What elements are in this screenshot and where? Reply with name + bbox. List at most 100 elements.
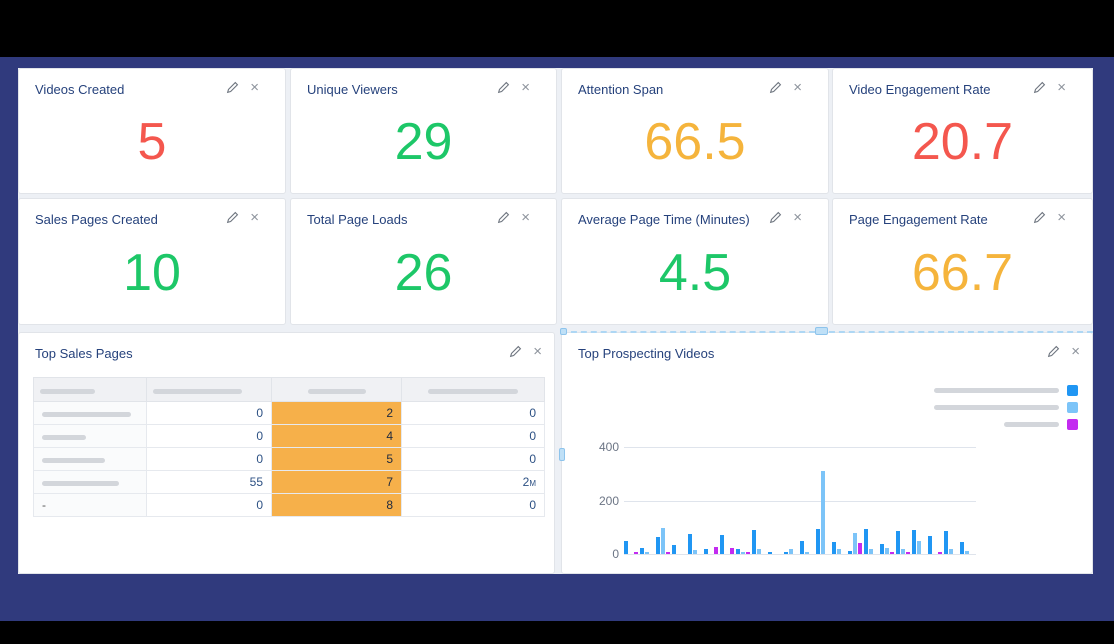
edit-icon[interactable] xyxy=(1033,211,1046,224)
value-cell: 8 xyxy=(271,493,402,517)
widget-title: Videos Created xyxy=(35,82,125,97)
bar-series-3 xyxy=(730,548,734,554)
table-header-row xyxy=(33,377,545,402)
edit-icon[interactable] xyxy=(497,211,510,224)
metric-value: 4.5 xyxy=(658,243,732,302)
close-icon[interactable]: × xyxy=(521,79,530,96)
widget-page-engagement-rate[interactable]: Page Engagement Rate × 66.7 xyxy=(832,198,1093,325)
widget-title: Top Prospecting Videos xyxy=(578,346,715,361)
redacted-text-bar xyxy=(428,388,518,394)
value-cell: 0 xyxy=(146,447,272,471)
resize-handle-middle-left[interactable] xyxy=(559,448,565,461)
bar-series-1 xyxy=(912,529,916,554)
bar-series-1 xyxy=(640,548,644,554)
table-row[interactable]: 55 7 2m xyxy=(33,470,545,494)
edit-icon[interactable] xyxy=(1033,81,1046,94)
gridline xyxy=(624,447,976,448)
legend-item[interactable] xyxy=(934,402,1078,413)
value-cell: 4 xyxy=(271,424,402,448)
metric-value: 29 xyxy=(394,113,453,171)
top-sales-pages-table: 0 2 0 0 4 0 0 5 0 55 7 2m -0 8 0 xyxy=(33,377,545,517)
bar-series-1 xyxy=(896,530,900,554)
chart-legend xyxy=(934,385,1078,436)
redacted-text-bar xyxy=(42,412,131,417)
close-icon[interactable]: × xyxy=(533,343,542,360)
value-cell: 0 xyxy=(146,401,272,425)
redacted-text-bar xyxy=(307,388,366,394)
column-header-redacted xyxy=(271,377,402,402)
bar-series-2 xyxy=(965,551,969,554)
widget-attention-span[interactable]: Attention Span × 66.5 xyxy=(561,68,829,194)
widget-average-page-time[interactable]: Average Page Time (Minutes) × 4.5 xyxy=(561,198,829,325)
bar-series-2 xyxy=(901,548,905,554)
column-header-redacted xyxy=(33,377,147,402)
bar-series-1 xyxy=(800,540,804,554)
edit-icon[interactable] xyxy=(769,211,782,224)
bar-series-3 xyxy=(714,546,718,554)
close-icon[interactable]: × xyxy=(250,209,259,226)
bar-series-2 xyxy=(917,540,921,554)
value-cell: 5 xyxy=(271,447,402,471)
close-icon[interactable]: × xyxy=(1057,209,1066,226)
bar-series-1 xyxy=(656,536,660,554)
bar-series-3 xyxy=(746,552,750,554)
redacted-text-bar xyxy=(42,481,119,486)
resize-handle-top-left[interactable] xyxy=(560,328,567,335)
y-axis-tick-label: 0 xyxy=(612,547,619,561)
legend-swatch xyxy=(1067,402,1078,413)
edit-icon[interactable] xyxy=(769,81,782,94)
edit-icon[interactable] xyxy=(226,211,239,224)
edit-icon[interactable] xyxy=(497,81,510,94)
value-cell: 7 xyxy=(271,470,402,494)
close-icon[interactable]: × xyxy=(1057,79,1066,96)
close-icon[interactable]: × xyxy=(793,79,802,96)
redacted-text-bar xyxy=(42,458,105,463)
edit-icon[interactable] xyxy=(1047,345,1060,358)
redacted-text-bar xyxy=(42,435,86,440)
bar-series-1 xyxy=(928,535,932,554)
value-cell: 0 xyxy=(401,447,545,471)
resize-handle-top-center[interactable] xyxy=(815,327,828,335)
bar-series-1 xyxy=(832,541,836,554)
bar-series-2 xyxy=(869,548,873,554)
value-cell: 2m xyxy=(401,470,545,494)
widget-videos-created[interactable]: Videos Created × 5 xyxy=(18,68,286,194)
close-icon[interactable]: × xyxy=(1071,343,1080,360)
legend-item[interactable] xyxy=(934,419,1078,430)
edit-icon[interactable] xyxy=(509,345,522,358)
close-icon[interactable]: × xyxy=(250,79,259,96)
legend-item[interactable] xyxy=(934,385,1078,396)
legend-swatch xyxy=(1067,419,1078,430)
edit-icon[interactable] xyxy=(226,81,239,94)
bar-series-2 xyxy=(661,528,665,554)
widget-total-page-loads[interactable]: Total Page Loads × 26 xyxy=(290,198,557,325)
bar-series-1 xyxy=(944,530,948,554)
widget-unique-viewers[interactable]: Unique Viewers × 29 xyxy=(290,68,557,194)
metric-value: 5 xyxy=(137,113,167,171)
value-cell: 55 xyxy=(146,470,272,494)
widget-top-prospecting-videos[interactable]: Top Prospecting Videos × 0 200 400 xyxy=(559,327,1093,574)
widget-top-sales-pages[interactable]: Top Sales Pages × 0 2 0 0 4 0 0 5 0 55 7 2m -0 8 0 xyxy=(18,332,555,574)
widget-video-engagement-rate[interactable]: Video Engagement Rate × 20.7 xyxy=(832,68,1093,194)
value-cell: 0 xyxy=(401,493,545,517)
bar-series-2 xyxy=(757,549,761,554)
bar-series-1 xyxy=(880,543,884,554)
bar-series-1 xyxy=(752,529,756,554)
bar-series-1 xyxy=(864,528,868,554)
gridline xyxy=(624,554,976,555)
redacted-text-bar xyxy=(934,405,1059,410)
close-icon[interactable]: × xyxy=(793,209,802,226)
bar-series-3 xyxy=(938,552,942,554)
bar-series-1 xyxy=(784,552,788,554)
widget-title: Average Page Time (Minutes) xyxy=(578,212,750,227)
bar-chart: 0 200 400 xyxy=(562,333,1092,573)
bar-series-2 xyxy=(949,548,953,554)
metric-value: 20.7 xyxy=(911,113,1014,171)
close-icon[interactable]: × xyxy=(521,209,530,226)
value-cell: 0 xyxy=(146,493,272,517)
widget-sales-pages-created[interactable]: Sales Pages Created × 10 xyxy=(18,198,286,325)
